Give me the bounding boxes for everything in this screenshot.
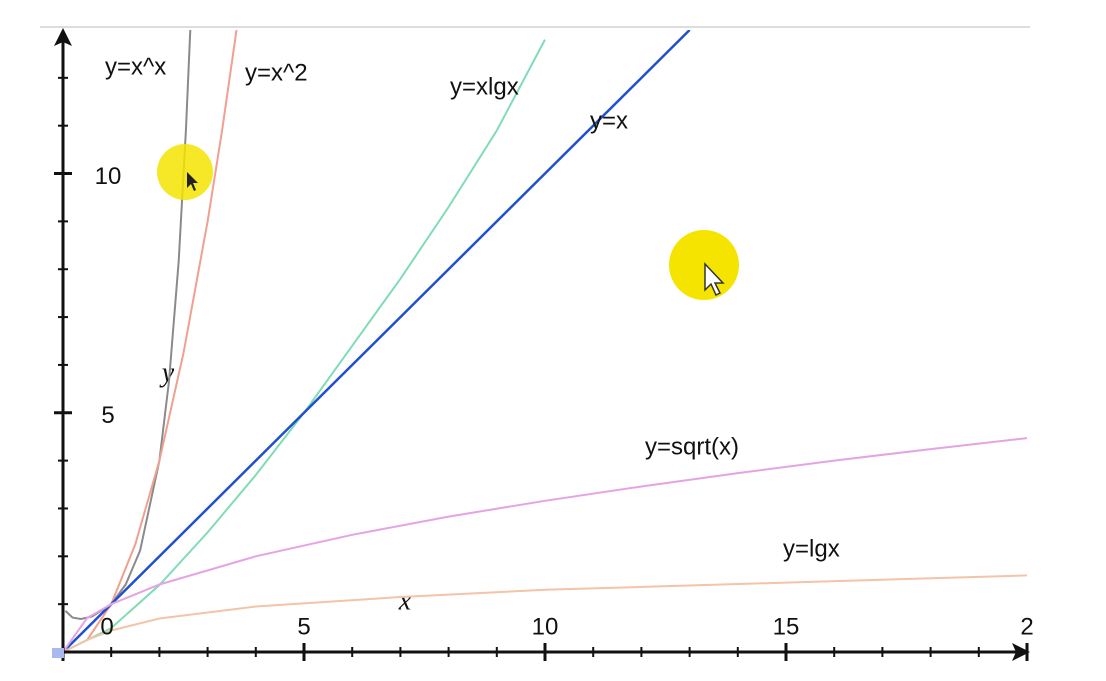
axes [54, 28, 1030, 661]
series-label: y=x^x [105, 53, 166, 80]
series-label: y=lgx [783, 535, 840, 562]
origin-marker [52, 648, 64, 658]
curve [64, 30, 192, 621]
x-tick-label: 15 [773, 613, 800, 640]
y-tick-label: 5 [101, 402, 114, 429]
x-tick-label: 5 [297, 613, 310, 640]
highlight [157, 144, 213, 200]
series-label: y=sqrt(x) [645, 433, 739, 460]
y-tick-label: 10 [95, 163, 122, 190]
curve [63, 30, 238, 653]
curve [63, 437, 1028, 653]
cursor [704, 262, 725, 297]
highlight [669, 230, 739, 300]
cursor-highlight [157, 144, 739, 300]
curve [63, 574, 1028, 653]
x-tick-label: 10 [532, 613, 559, 640]
y-arrow [54, 28, 72, 46]
series-label: y=x [590, 107, 628, 134]
cursor [187, 172, 198, 191]
curves [63, 30, 1028, 653]
y-axis-label: y [159, 357, 175, 388]
x-tick-label: 0 [100, 613, 113, 640]
curve [63, 30, 691, 653]
x-tick-label: 2 [1020, 613, 1033, 640]
x-axis-label: x [398, 585, 412, 616]
series-label: y=x^2 [245, 59, 308, 86]
series-label: y=xlgx [450, 73, 519, 100]
x-arrow [1012, 643, 1030, 661]
